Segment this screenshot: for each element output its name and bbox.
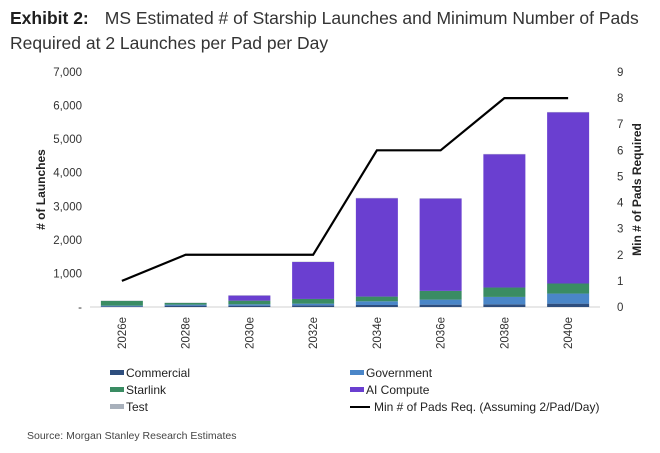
- bar-ai-compute: [292, 262, 335, 299]
- bar-government: [228, 304, 271, 306]
- chart-area: - 1,000 2,000 3,000 4,000 5,000 6,000 7,000 0 1 2 3…: [34, 67, 644, 349]
- bar-ai-compute: [547, 112, 590, 284]
- y-tick-label: 3,000: [53, 201, 82, 213]
- y2-tick-label: 1: [617, 276, 623, 288]
- y-axis-title: # of Launches: [34, 149, 48, 230]
- bar-government: [547, 293, 590, 304]
- x-tick-label: 2032e: [308, 317, 320, 349]
- y-tick-label: 4,000: [53, 168, 82, 180]
- legend-item-test: Test: [110, 400, 148, 414]
- title-text: MS Estimated # of Starship Launches and …: [10, 8, 639, 53]
- bar-ai-compute: [355, 198, 398, 297]
- bar-starlink: [355, 296, 398, 302]
- y-tick-label: 6,000: [53, 101, 82, 113]
- x-tick-label: 2028e: [181, 317, 193, 349]
- legend-swatch: [110, 370, 124, 376]
- bar-commercial: [228, 305, 271, 307]
- y-tick-label: 1,000: [53, 268, 82, 280]
- bar-ai-compute: [228, 295, 271, 301]
- bar-commercial: [100, 306, 143, 307]
- y2-tick-label: 6: [617, 145, 623, 157]
- bar-commercial: [483, 304, 526, 307]
- x-tick-label: 2036e: [436, 317, 448, 349]
- legend-item-commercial: Commercial: [110, 366, 190, 380]
- bar-starlink: [164, 302, 207, 305]
- exhibit-label: Exhibit 2:: [10, 8, 89, 28]
- bar-government: [292, 303, 335, 306]
- legend-item-ai-compute: AI Compute: [350, 383, 429, 397]
- chart-title: Exhibit 2: MS Estimated # of Starship Lau…: [10, 6, 655, 56]
- legend-item-starlink: Starlink: [110, 383, 166, 397]
- bar-commercial: [547, 303, 590, 307]
- bar-commercial: [355, 304, 398, 307]
- x-tick-label: 2030e: [244, 317, 256, 349]
- bar-starlink: [419, 290, 462, 300]
- bar-starlink: [228, 300, 271, 305]
- y-tick-label: 7,000: [53, 67, 82, 79]
- chart-legend: Commercial Government Starlink AI Comput…: [110, 366, 650, 418]
- bar-government: [355, 301, 398, 305]
- bar-starlink: [292, 298, 335, 304]
- legend-swatch: [110, 387, 124, 393]
- y2-tick-label: 2: [617, 250, 623, 262]
- legend-swatch: [350, 370, 364, 376]
- y-tick-label: -: [78, 302, 82, 314]
- legend-item-min-pads: Min # of Pads Req. (Assuming 2/Pad/Day): [350, 400, 599, 414]
- pads-line: [121, 97, 569, 282]
- x-tick-label: 2026e: [117, 317, 129, 349]
- bar-government: [419, 299, 462, 305]
- bar-government: [164, 304, 207, 306]
- y-tick-label: 5,000: [53, 134, 82, 146]
- bar-ai-compute: [483, 154, 526, 288]
- y2-tick-label: 5: [617, 171, 623, 183]
- legend-line: [350, 405, 370, 408]
- y2-tick-label: 7: [617, 119, 623, 131]
- bar-commercial: [419, 304, 462, 307]
- bar-starlink: [100, 300, 143, 306]
- bar-starlink: [483, 287, 526, 297]
- x-tick-label: 2038e: [499, 317, 511, 349]
- legend-swatch: [110, 404, 124, 410]
- x-tick-label: 2040e: [563, 317, 575, 349]
- y2-tick-label: 8: [617, 93, 623, 105]
- y2-axis-title: Min # of Pads Required: [630, 123, 644, 256]
- x-tick-label: 2034e: [372, 317, 384, 349]
- bar-ai-compute: [419, 198, 462, 291]
- bar-government: [483, 296, 526, 305]
- source-note: Source: Morgan Stanley Research Estimate…: [27, 430, 237, 442]
- y2-tick-label: 3: [617, 224, 623, 236]
- y-tick-label: 2,000: [53, 235, 82, 247]
- legend-item-government: Government: [350, 366, 432, 380]
- bar-commercial: [164, 305, 207, 307]
- bar-government: [100, 305, 143, 307]
- bar-starlink: [547, 283, 590, 294]
- y2-tick-label: 9: [617, 67, 623, 79]
- legend-swatch: [350, 387, 364, 393]
- bar-commercial: [292, 305, 335, 307]
- y2-tick-label: 4: [617, 198, 624, 210]
- y2-tick-label: 0: [617, 302, 623, 314]
